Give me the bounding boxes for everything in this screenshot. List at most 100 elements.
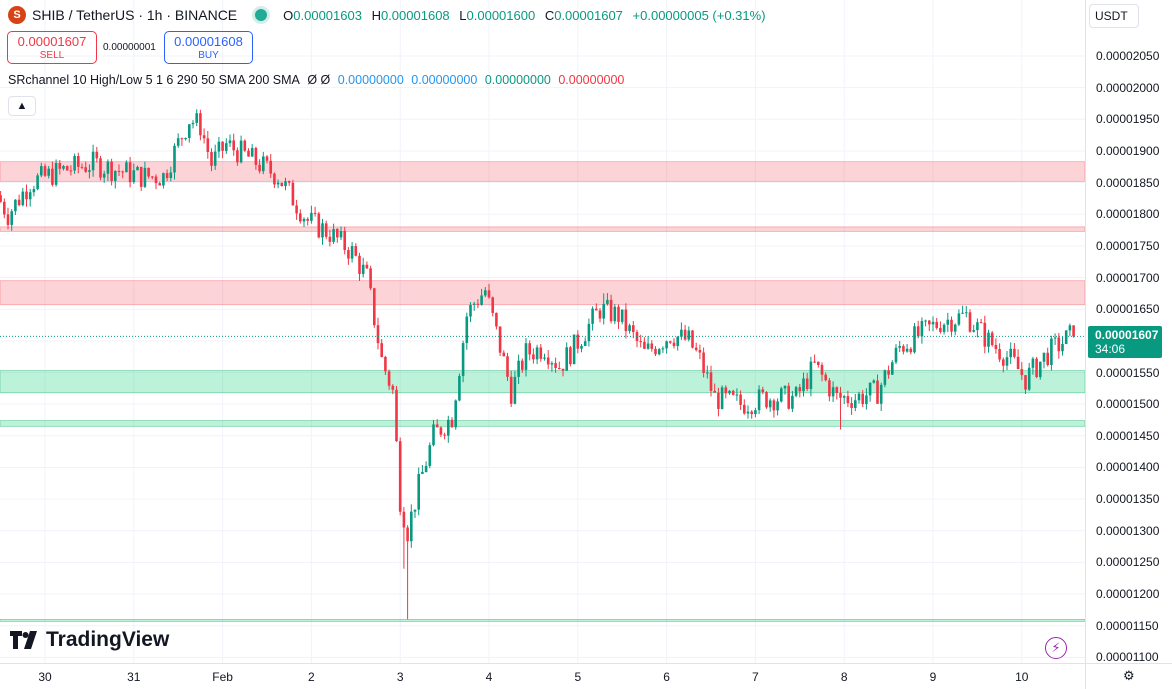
- indicator-value-2: 0.00000000: [411, 73, 478, 87]
- candle-body: [1057, 337, 1061, 352]
- candle-body: [624, 309, 628, 332]
- candle-body: [754, 410, 757, 415]
- candle-body: [417, 473, 420, 510]
- candle-body: [291, 182, 295, 206]
- axis-corner: [1085, 663, 1172, 689]
- candle-body: [213, 151, 217, 166]
- candle-body: [1005, 357, 1009, 366]
- price-tick-label: 0.00001200: [1096, 587, 1160, 602]
- candle-body: [476, 303, 480, 305]
- candle-body: [828, 380, 831, 397]
- settings-gear-icon[interactable]: ⚙: [1123, 668, 1135, 683]
- candle-body: [891, 362, 894, 375]
- candle-body: [54, 163, 58, 185]
- candle-body: [162, 173, 165, 186]
- open-label: O: [283, 7, 294, 23]
- time-tick-label: 9: [929, 670, 937, 684]
- candle-body: [491, 297, 494, 313]
- candle-body: [228, 140, 232, 144]
- candle-body: [151, 176, 154, 178]
- candle-body: [846, 396, 850, 404]
- candle-body: [817, 361, 820, 366]
- candle-body: [384, 356, 387, 372]
- candle-body: [902, 346, 905, 352]
- candle-body: [65, 166, 69, 171]
- indicator-legend[interactable]: SRchannel 10 High/Low 5 1 6 290 50 SMA 2…: [8, 73, 628, 87]
- candle-body: [410, 511, 413, 542]
- candle-body: [783, 385, 787, 389]
- candle-body: [273, 173, 276, 185]
- candle-body: [839, 392, 842, 398]
- tradingview-logo[interactable]: TradingView: [10, 628, 169, 652]
- time-tick-label: 7: [752, 670, 759, 684]
- candle-body: [739, 394, 742, 405]
- candle-body: [287, 181, 291, 183]
- candle-body: [569, 347, 572, 365]
- candle-body: [450, 419, 454, 428]
- collapse-legend-button[interactable]: ▲: [8, 96, 36, 116]
- lightning-bolt-icon[interactable]: ⚡: [1045, 637, 1067, 659]
- candle-body: [983, 322, 987, 347]
- candle-body: [3, 201, 6, 215]
- candle-body: [702, 352, 705, 374]
- price-tick-label: 0.00001350: [1096, 492, 1160, 507]
- candle-body: [188, 124, 191, 139]
- price-tick-label: 0.00001300: [1096, 523, 1160, 538]
- candle-body: [894, 347, 898, 363]
- candle-body: [928, 320, 931, 325]
- candle-body: [842, 396, 846, 398]
- candle-body: [791, 395, 794, 409]
- change-value: +0.00000005 (+0.31%): [632, 7, 766, 23]
- candle-body: [369, 268, 372, 289]
- candle-body: [606, 299, 609, 304]
- candle-body: [987, 332, 990, 347]
- candlestick-chart[interactable]: [0, 0, 1085, 663]
- currency-select[interactable]: USDT: [1089, 4, 1139, 28]
- sell-label: SELL: [39, 50, 65, 61]
- buy-button[interactable]: 0.00001608 BUY: [164, 31, 253, 64]
- candle-body: [332, 229, 335, 242]
- candle-body: [617, 306, 620, 322]
- candle-body: [243, 140, 247, 151]
- candle-body: [1024, 375, 1027, 390]
- tradingview-mark-icon: [10, 631, 37, 649]
- candle-body: [942, 324, 946, 332]
- candle-body: [650, 343, 654, 349]
- candle-body: [258, 164, 261, 172]
- candle-body: [694, 347, 698, 351]
- chart-plot-area[interactable]: [0, 0, 1085, 663]
- candle-body: [317, 213, 321, 238]
- candle-body: [998, 349, 1001, 360]
- candle-body: [731, 390, 735, 395]
- sell-button[interactable]: 0.00001607 SELL: [7, 31, 97, 64]
- support-zone: [0, 370, 1085, 394]
- candle-body: [1046, 352, 1049, 365]
- time-tick-label: 5: [574, 670, 582, 684]
- shib-coin-icon: S: [8, 6, 26, 24]
- candle-body: [661, 348, 665, 350]
- candle-body: [424, 465, 428, 473]
- candle-body: [1016, 356, 1020, 370]
- candle-body: [539, 347, 543, 359]
- price-tick-label: 0.00001700: [1096, 270, 1160, 285]
- indicator-value-3: 0.00000000: [484, 73, 551, 87]
- candle-body: [743, 404, 746, 414]
- candle-body: [780, 388, 783, 402]
- candle-body: [1064, 330, 1068, 344]
- candle-body: [106, 161, 110, 174]
- indicator-value-1: 0.00000000: [337, 73, 404, 87]
- time-tick-label: 2: [308, 670, 315, 684]
- candle-body: [458, 375, 461, 401]
- time-tick-label: 3: [396, 670, 404, 684]
- candle-body: [861, 393, 864, 405]
- candle-body: [528, 343, 531, 355]
- candle-body: [517, 360, 520, 377]
- candle-body: [965, 312, 968, 314]
- candle-body: [698, 350, 702, 353]
- time-axis[interactable]: 30 31 Feb 2 3 4 5 6 7 8 9 10: [0, 663, 1085, 689]
- price-tick-label: 0.00001850: [1096, 175, 1160, 190]
- candle-body: [125, 162, 128, 173]
- symbol-title[interactable]: SHIB / TetherUS · 1h · BINANCE: [32, 7, 238, 23]
- price-tick-label: 0.00001950: [1096, 112, 1160, 127]
- candle-body: [69, 170, 73, 172]
